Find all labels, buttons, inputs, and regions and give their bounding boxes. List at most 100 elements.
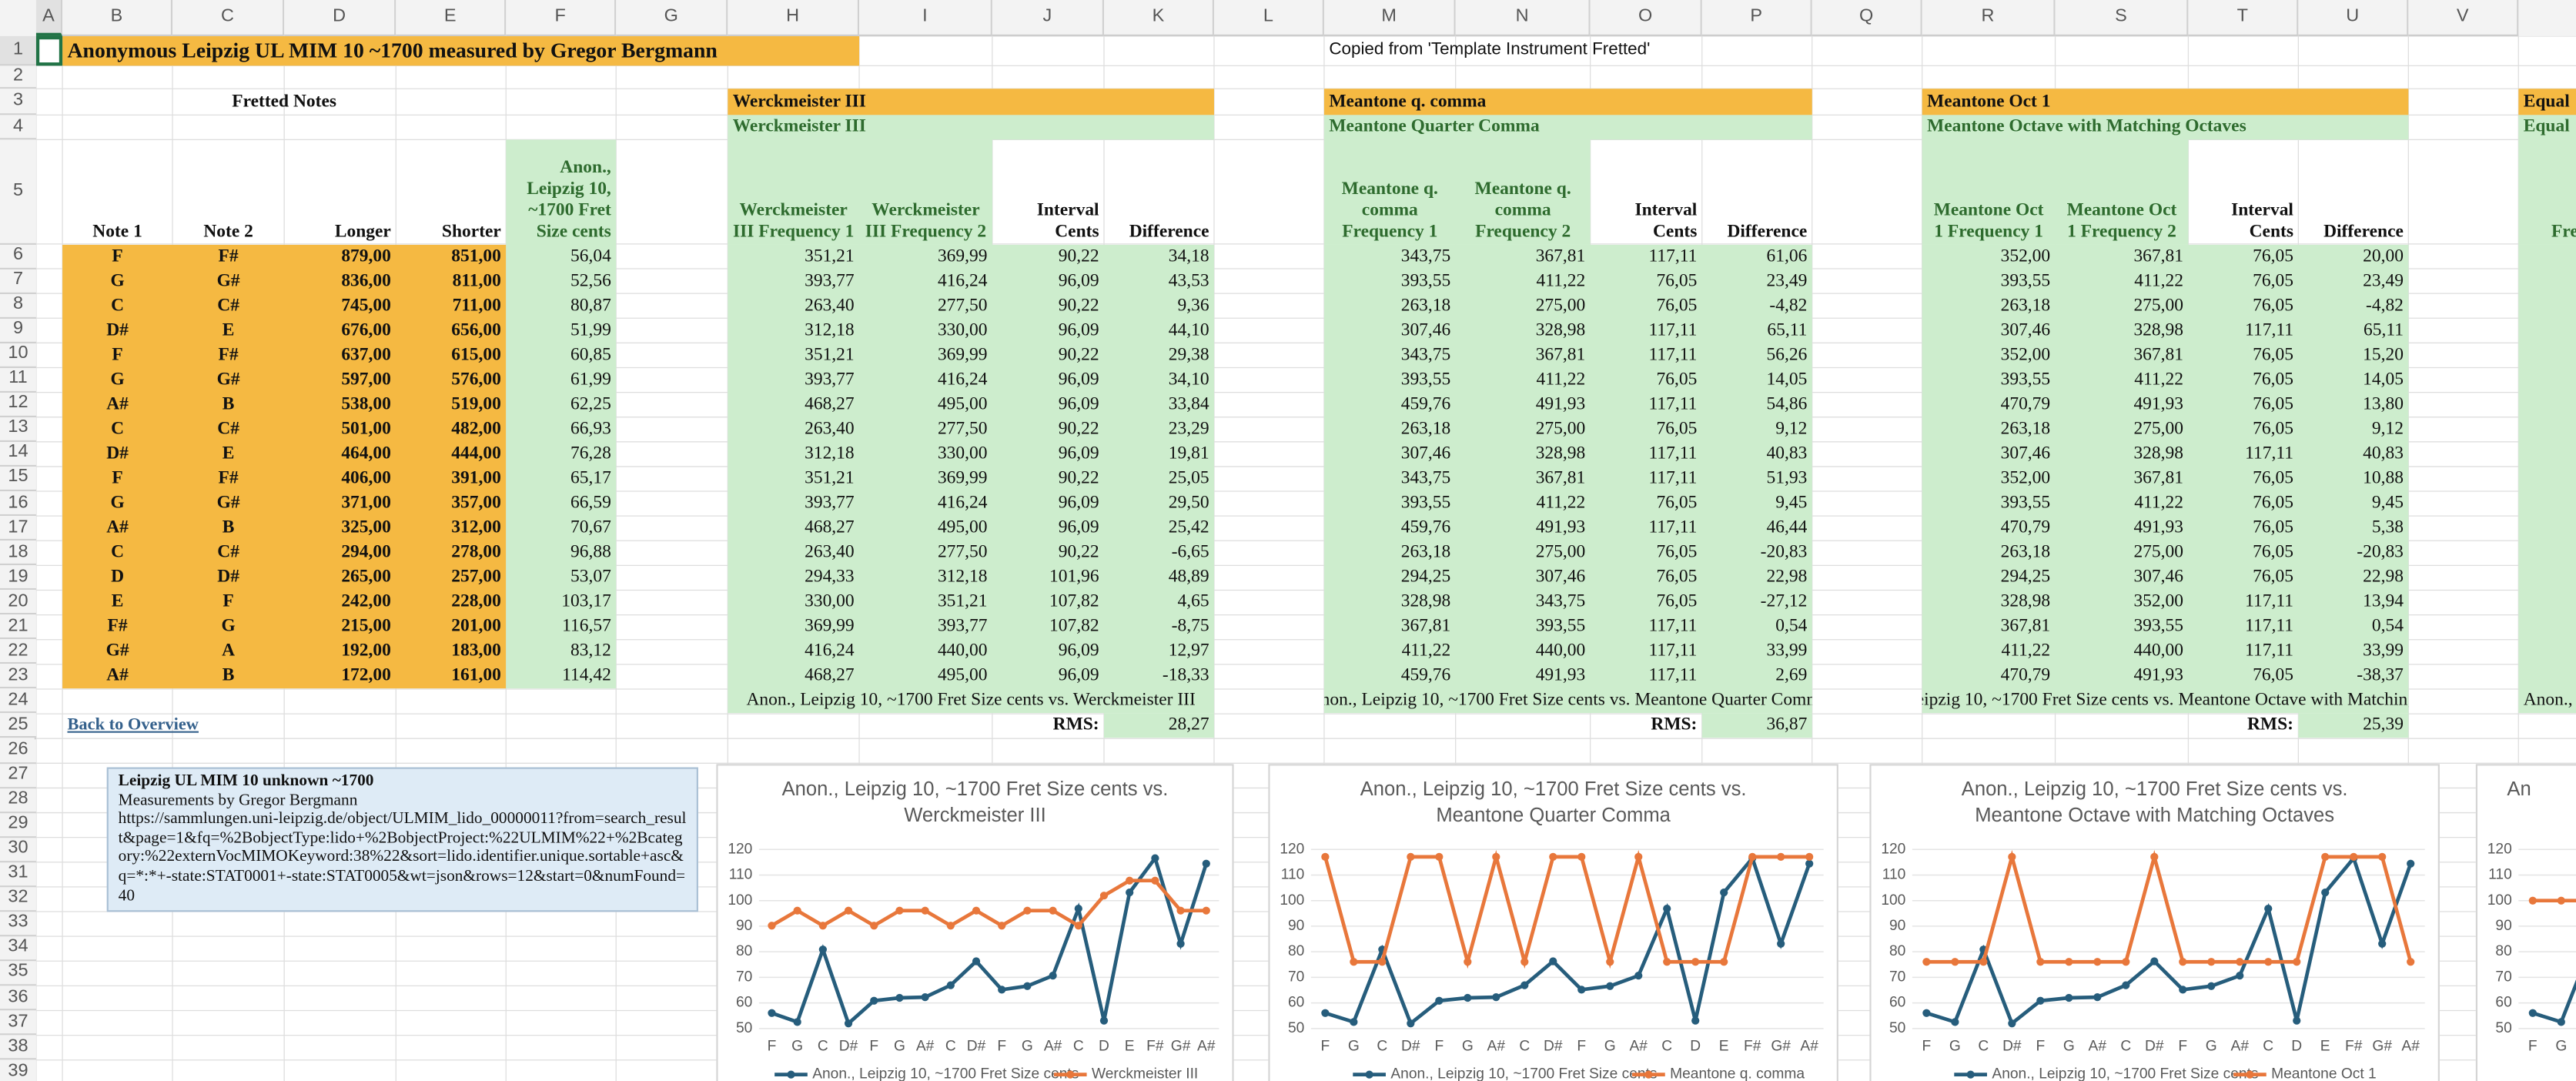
row-header-text[interactable]: 12	[8, 393, 28, 413]
chart[interactable]: Anon., Leipzig 10, ~1700 Fret Size cents…	[1268, 764, 1838, 1081]
column-header-text[interactable]: Q	[1859, 6, 1874, 27]
row-header[interactable]: 23	[0, 664, 36, 689]
column-header-text[interactable]: C	[221, 6, 235, 27]
row-header-text[interactable]: 13	[8, 417, 28, 438]
column-header-text[interactable]: P	[1750, 6, 1763, 27]
row-header-text[interactable]: 26	[8, 739, 28, 759]
row-header[interactable]: 7	[0, 268, 36, 294]
row-header[interactable]: 9	[0, 318, 36, 343]
column-header-text[interactable]: J	[1042, 6, 1052, 27]
row-header-text[interactable]: 31	[8, 862, 28, 883]
row-header-text[interactable]: 23	[8, 664, 28, 685]
column-header[interactable]: A	[35, 0, 63, 36]
row-header[interactable]: 12	[0, 392, 36, 417]
row-header[interactable]: 38	[0, 1035, 36, 1060]
row-header[interactable]: 13	[0, 417, 36, 442]
row-header[interactable]: 21	[0, 614, 36, 640]
column-header[interactable]: E	[396, 0, 507, 36]
row-header-text[interactable]: 33	[8, 912, 28, 932]
column-header[interactable]: T	[2188, 0, 2299, 36]
row-header-text[interactable]: 24	[8, 690, 28, 710]
column-header-text[interactable]: R	[1981, 6, 1995, 27]
row-header[interactable]: 19	[0, 565, 36, 591]
row-header[interactable]: 20	[0, 590, 36, 615]
column-header-text[interactable]: M	[1381, 6, 1397, 27]
row-header-text[interactable]: 9	[12, 319, 24, 339]
row-header-text[interactable]: 22	[8, 640, 28, 661]
row-header[interactable]: 6	[0, 243, 36, 269]
row-header-text[interactable]: 10	[8, 343, 28, 364]
column-header[interactable]: D	[284, 0, 396, 36]
row-header[interactable]: 28	[0, 788, 36, 813]
row-header-text[interactable]: 16	[8, 492, 28, 512]
column-header-text[interactable]: S	[2115, 6, 2127, 27]
column-header[interactable]: J	[992, 0, 1105, 36]
row-header-text[interactable]: 17	[8, 517, 28, 537]
row-header[interactable]: 16	[0, 491, 36, 517]
column-header-text[interactable]: U	[2346, 6, 2360, 27]
row-header-text[interactable]: 19	[8, 566, 28, 587]
row-header[interactable]: 14	[0, 441, 36, 467]
row-header[interactable]: 25	[0, 714, 36, 739]
row-header[interactable]: 27	[0, 763, 36, 788]
column-header-text[interactable]: I	[922, 6, 928, 27]
row-header-text[interactable]: 1	[12, 39, 24, 59]
column-header[interactable]: N	[1455, 0, 1591, 36]
row-header-text[interactable]: 28	[8, 788, 28, 809]
row-header[interactable]: 17	[0, 516, 36, 541]
column-header-text[interactable]: F	[554, 6, 566, 27]
row-header-text[interactable]: 37	[8, 1011, 28, 1032]
column-header[interactable]: O	[1590, 0, 1702, 36]
row-header[interactable]: 15	[0, 466, 36, 492]
column-header[interactable]: V	[2408, 0, 2519, 36]
row-header[interactable]: 35	[0, 961, 36, 986]
row-header[interactable]: 31	[0, 862, 36, 887]
row-header-text[interactable]: 11	[8, 368, 28, 389]
column-header[interactable]: I	[859, 0, 992, 36]
column-header-text[interactable]: N	[1515, 6, 1529, 27]
row-header[interactable]: 1	[0, 35, 36, 66]
row-header[interactable]: 33	[0, 911, 36, 937]
row-header[interactable]: 4	[0, 115, 36, 140]
row-header-text[interactable]: 6	[12, 244, 24, 265]
row-header[interactable]: 36	[0, 986, 36, 1011]
row-header[interactable]: 34	[0, 936, 36, 962]
row-header-text[interactable]: 15	[8, 467, 28, 487]
column-header[interactable]: R	[1922, 0, 2056, 36]
row-header-text[interactable]: 14	[8, 442, 28, 463]
row-header[interactable]: 22	[0, 639, 36, 664]
row-header[interactable]: 3	[0, 89, 36, 115]
row-header-text[interactable]: 8	[12, 294, 24, 314]
row-header[interactable]: 11	[0, 367, 36, 393]
column-header[interactable]: F	[506, 0, 617, 36]
row-header-text[interactable]: 20	[8, 591, 28, 611]
row-header-text[interactable]: 27	[8, 764, 28, 785]
column-header-text[interactable]: K	[1152, 6, 1165, 27]
row-header[interactable]: 30	[0, 837, 36, 862]
row-header-text[interactable]: 29	[8, 813, 28, 834]
chart[interactable]: Anon., Leipzig 10, ~1700 Fret Size cents…	[1869, 764, 2440, 1081]
row-header[interactable]: 37	[0, 1010, 36, 1036]
row-header-text[interactable]: 36	[8, 986, 28, 1007]
column-header[interactable]: S	[2055, 0, 2189, 36]
column-header[interactable]: M	[1323, 0, 1456, 36]
column-header-text[interactable]: V	[2456, 6, 2469, 27]
row-header[interactable]: 39	[0, 1059, 36, 1081]
row-header-text[interactable]: 4	[12, 115, 24, 136]
row-header[interactable]: 5	[0, 139, 36, 244]
row-header[interactable]: 24	[0, 688, 36, 715]
row-header-text[interactable]: 2	[12, 65, 24, 85]
column-header-text[interactable]: O	[1638, 6, 1653, 27]
column-header[interactable]: C	[172, 0, 285, 36]
chart[interactable]: Anon., Leipzig 10, ~1700 Fret Size cents…	[716, 764, 1234, 1081]
row-header-text[interactable]: 30	[8, 838, 28, 858]
column-header[interactable]: U	[2298, 0, 2409, 36]
row-header-text[interactable]: 18	[8, 541, 28, 561]
column-header[interactable]: L	[1213, 0, 1324, 36]
back-link[interactable]: Back to Overview	[62, 714, 396, 738]
column-header-text[interactable]: L	[1263, 6, 1273, 27]
column-header-text[interactable]: D	[333, 6, 346, 27]
row-header-text[interactable]: 32	[8, 887, 28, 908]
row-header-text[interactable]: 35	[8, 962, 28, 982]
row-header[interactable]: 29	[0, 812, 36, 838]
